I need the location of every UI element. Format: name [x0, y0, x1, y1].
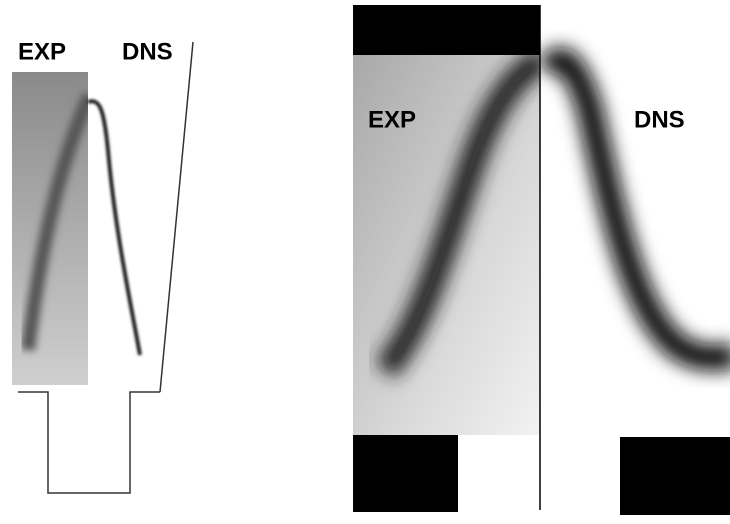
dns-curve — [87, 99, 142, 356]
exp-label: EXP — [368, 106, 416, 133]
left-panel: EXP DNS — [12, 38, 194, 494]
dns-label: DNS — [122, 38, 173, 65]
right-panel: EXP DNS — [353, 5, 730, 515]
exp-band — [375, 55, 540, 379]
dns-band — [540, 47, 730, 371]
bottom-right-block — [620, 437, 730, 515]
exp-label: EXP — [18, 38, 66, 65]
exp-band — [21, 92, 88, 351]
outline — [18, 41, 194, 494]
bottom-left-block — [353, 435, 458, 512]
top-block — [353, 5, 540, 55]
dns-label: DNS — [634, 106, 685, 133]
